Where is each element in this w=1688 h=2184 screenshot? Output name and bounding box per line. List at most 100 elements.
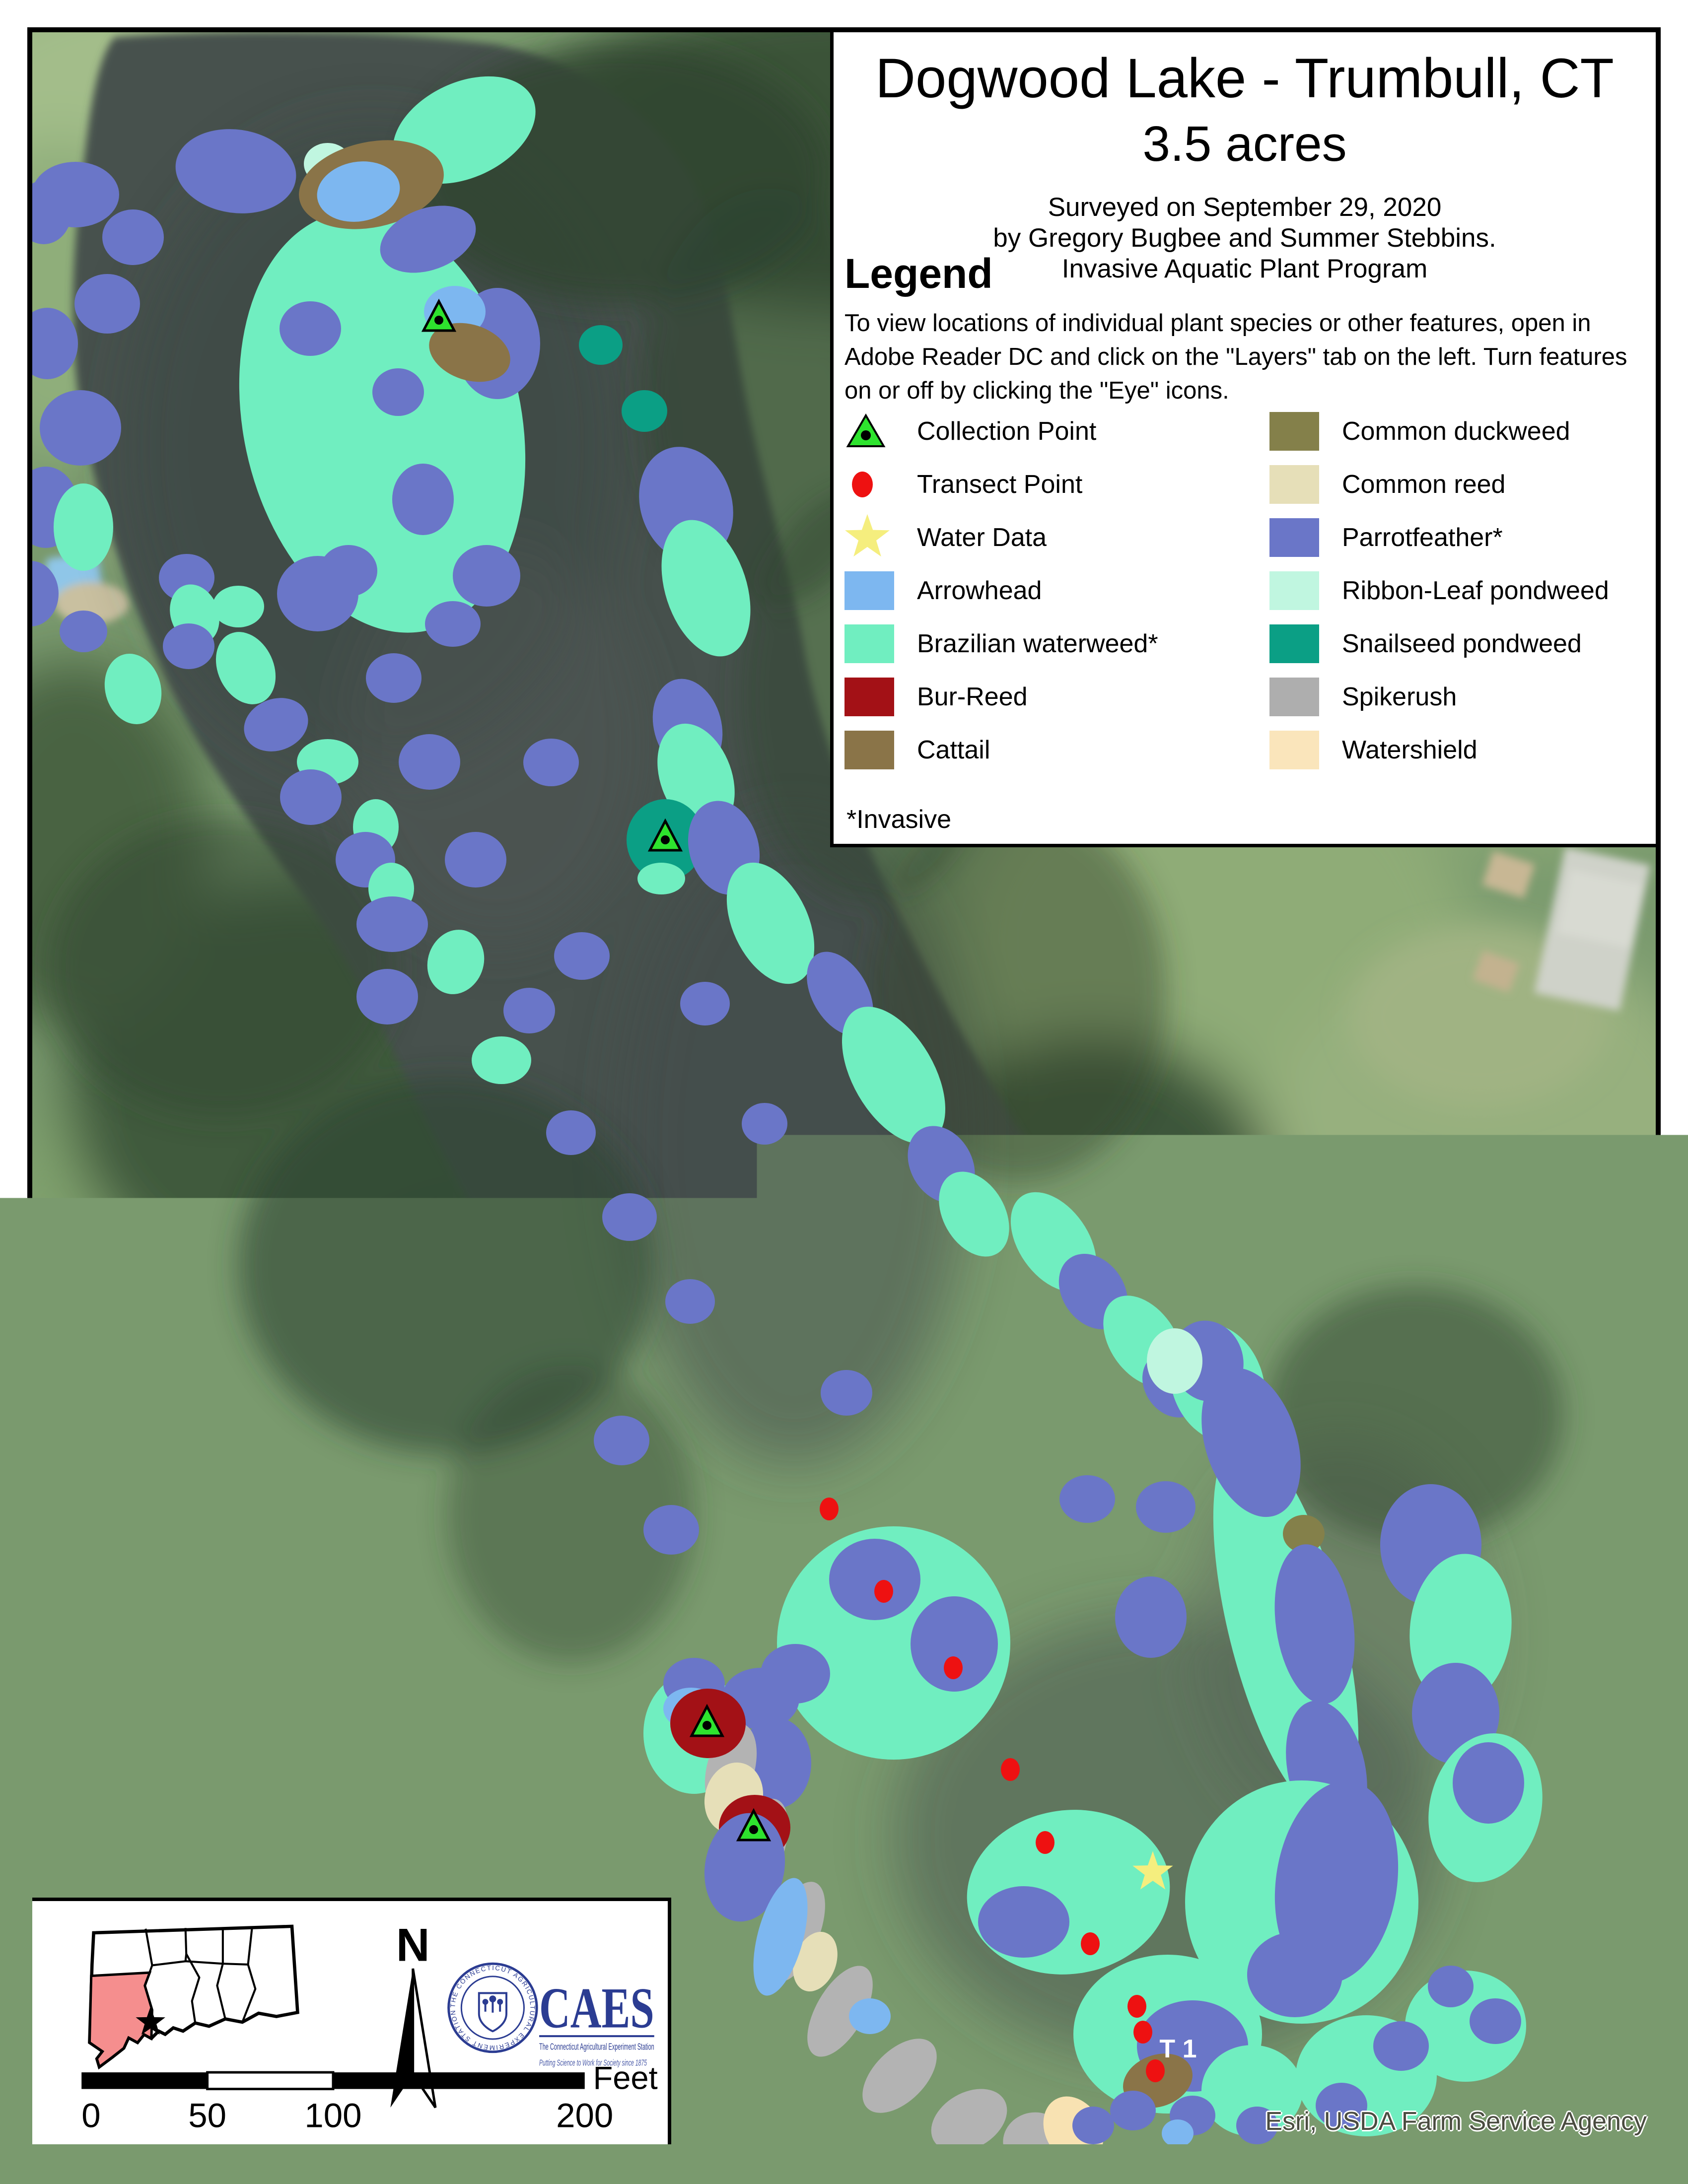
vegetation-patch-parrotfeather	[1072, 2107, 1114, 2144]
vegetation-patch-parrotfeather	[356, 969, 418, 1024]
legend-swatch	[1269, 518, 1319, 557]
scale-tick-label: 200	[556, 2096, 613, 2134]
legend-item-label: Arrowhead	[917, 576, 1042, 606]
legend-item-label: Brazilian waterweed*	[917, 629, 1158, 659]
legend-item-label: Watershield	[1342, 735, 1477, 765]
legend-item: Common duckweed	[1269, 405, 1652, 458]
legend-swatch	[1269, 571, 1319, 610]
vegetation-patch-brazilian-waterweed	[637, 863, 685, 894]
title-legend-panel: Dogwood Lake - Trumbull, CT 3.5 acres Su…	[830, 32, 1656, 847]
legend-swatch	[844, 731, 894, 769]
legend-item: Watershield	[1269, 723, 1652, 776]
locator-inset-graphic: N THE CONNECTICUT AGRICULTURAL EXPERIMEN…	[32, 1901, 668, 2144]
vegetation-patch-parrotfeather	[280, 301, 341, 356]
vegetation-patch-parrotfeather	[366, 653, 422, 703]
legend-item-label: Spikerush	[1342, 682, 1457, 712]
page-title: Dogwood Lake - Trumbull, CT	[834, 46, 1656, 110]
vegetation-patch-parrotfeather	[978, 1886, 1069, 1958]
connecticut-state-map	[89, 1926, 297, 2067]
legend-swatch	[1269, 678, 1319, 716]
transect-point-marker	[1081, 1932, 1100, 1955]
legend-item: Cattail	[844, 723, 1262, 776]
vegetation-patch-parrotfeather	[425, 601, 481, 647]
vegetation-patch-parrotfeather	[546, 1110, 596, 1155]
locator-inset-panel: N THE CONNECTICUT AGRICULTURAL EXPERIMEN…	[32, 1898, 671, 2144]
legend-item-label: Bur-Reed	[917, 682, 1028, 712]
legend-item-label: Common reed	[1342, 470, 1505, 499]
invasive-note: *Invasive	[846, 805, 951, 834]
collection-point-icon	[844, 411, 887, 451]
legend-column-right: Common duckweed Common reed Parrotfeathe…	[1269, 405, 1652, 776]
scale-tick-label: 100	[304, 2096, 361, 2134]
transect-point-marker	[820, 1498, 839, 1520]
legend-item: Transect Point	[844, 458, 1262, 511]
transect-point-marker	[874, 1580, 893, 1603]
vegetation-patch-parrotfeather	[277, 556, 358, 631]
vegetation-patch-parrotfeather	[1470, 1998, 1521, 2044]
vegetation-patch-parrotfeather	[602, 1193, 657, 1241]
legend-swatch	[1269, 412, 1319, 451]
transect-point-marker	[1001, 1758, 1020, 1781]
legend-instructions: To view locations of individual plant sp…	[844, 306, 1639, 408]
legend-item: Bur-Reed	[844, 670, 1262, 723]
vegetation-patch-parrotfeather	[1247, 1932, 1342, 2017]
scale-tick-label: 0	[81, 2096, 100, 2134]
legend-item: Brazilian waterweed*	[844, 617, 1262, 670]
legend-swatch	[1269, 731, 1319, 769]
map-page: T 1 Dogwood Lake - Trumbull, CT 3.5 acre…	[0, 0, 1688, 2184]
transect-point-icon	[844, 465, 887, 504]
vegetation-patch-ribbon-leaf-pondweed	[1147, 1328, 1202, 1394]
vegetation-patch-parrotfeather	[742, 1103, 787, 1145]
legend-item: Parrotfeather*	[1269, 511, 1652, 564]
transect-point-marker	[1127, 1995, 1146, 2018]
scale-unit: Feet	[593, 2060, 658, 2096]
survey-authors: by Gregory Bugbee and Summer Stebbins.	[834, 223, 1656, 254]
vegetation-patch-parrotfeather	[399, 734, 460, 790]
legend-item-label: Ribbon-Leaf pondweed	[1342, 576, 1609, 606]
north-label: N	[396, 1918, 430, 1971]
legend-item-label: Snailseed pondweed	[1342, 629, 1582, 659]
legend-item: Snailseed pondweed	[1269, 617, 1652, 670]
transect-point-marker	[1133, 2021, 1152, 2044]
vegetation-patch-parrotfeather	[1115, 1576, 1187, 1658]
legend-item: Ribbon-Leaf pondweed	[1269, 564, 1652, 617]
legend-item-label: Cattail	[917, 735, 990, 765]
legend-item-label: Parrotfeather*	[1342, 523, 1503, 552]
vegetation-patch-parrotfeather	[60, 611, 107, 652]
vegetation-patch-parrotfeather	[1136, 1481, 1196, 1533]
vegetation-patch-parrotfeather	[392, 464, 454, 535]
vegetation-patch-parrotfeather	[523, 739, 579, 786]
vegetation-patch-parrotfeather	[372, 368, 424, 416]
survey-date: Surveyed on September 29, 2020	[834, 192, 1656, 223]
lake-acreage: 3.5 acres	[834, 116, 1656, 173]
transect-point-marker	[944, 1656, 963, 1679]
vegetation-patch-snailseed-pondweed	[622, 390, 667, 432]
vegetation-patch-parrotfeather	[829, 1539, 920, 1620]
legend-item: Common reed	[1269, 458, 1652, 511]
vegetation-patch-parrotfeather	[1453, 1742, 1524, 1824]
vegetation-patch-parrotfeather	[761, 1644, 830, 1704]
scale-bar: Feet 0 50 100 200	[81, 2060, 657, 2135]
legend-item-label: Common duckweed	[1342, 416, 1570, 446]
map-label-layer: T 1	[1159, 2035, 1196, 2063]
water-data-star-icon	[844, 512, 896, 563]
legend-item-label: Collection Point	[917, 416, 1096, 446]
legend-column-left: Collection Point Transect Point Water Da…	[844, 405, 1262, 776]
vegetation-patch-parrotfeather	[821, 1370, 872, 1416]
vegetation-patch-brazilian-waterweed	[472, 1036, 531, 1084]
vegetation-patch-parrotfeather	[74, 274, 140, 334]
vegetation-patch-parrotfeather	[163, 623, 214, 669]
legend-item: Collection Point	[844, 405, 1262, 458]
vegetation-patch-parrotfeather	[356, 896, 428, 952]
vegetation-patch-brazilian-waterweed	[212, 586, 264, 627]
vegetation-patch-parrotfeather	[1373, 2021, 1429, 2071]
caes-org-name: The Connecticut Agricultural Experiment …	[539, 2042, 654, 2052]
caes-logo: THE CONNECTICUT AGRICULTURAL EXPERIMENT …	[449, 1964, 654, 2067]
vegetation-patch-parrotfeather	[554, 932, 610, 980]
legend-swatch	[1269, 465, 1319, 504]
vegetation-patch-parrotfeather	[453, 545, 520, 607]
vegetation-patch-snailseed-pondweed	[579, 325, 623, 365]
legend-swatch	[1269, 624, 1319, 663]
vegetation-patch-parrotfeather	[643, 1505, 699, 1555]
legend-item: Water Data	[844, 511, 1262, 564]
